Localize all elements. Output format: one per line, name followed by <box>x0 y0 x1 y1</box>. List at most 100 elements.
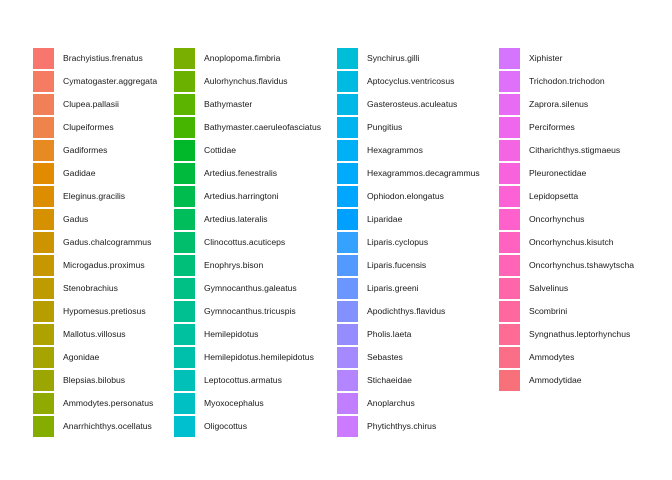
legend-key-label: Liparis.fucensis <box>367 260 427 270</box>
legend-key-swatch <box>33 140 54 161</box>
legend-key-swatch <box>337 117 358 138</box>
legend-key-label: Oncorhynchus <box>529 214 585 224</box>
legend-key-swatch <box>174 278 195 299</box>
legend-key-label: Bathymaster.caeruleofasciatus <box>204 122 322 132</box>
legend-key-label: Brachyistius.frenatus <box>63 53 143 63</box>
legend-key-swatch <box>33 94 54 115</box>
legend-key-swatch <box>174 324 195 345</box>
legend-key-swatch <box>499 48 520 69</box>
legend-key-swatch <box>33 48 54 69</box>
legend-key-swatch <box>337 370 358 391</box>
legend-key-swatch <box>33 209 54 230</box>
legend-key-swatch <box>337 301 358 322</box>
legend-key-swatch <box>33 393 54 414</box>
legend-key-label: Trichodon.trichodon <box>529 76 605 86</box>
legend-key-swatch <box>33 324 54 345</box>
legend-key-swatch <box>337 140 358 161</box>
legend-key-label: Clupeiformes <box>63 122 114 132</box>
legend-key-swatch <box>499 255 520 276</box>
legend-key-label: Anoplopoma.fimbria <box>204 53 281 63</box>
legend-key-label: Citharichthys.stigmaeus <box>529 145 621 155</box>
legend-key-label: Gadiformes <box>63 145 108 155</box>
legend-key-label: Zaprora.silenus <box>529 99 589 109</box>
legend-key-swatch <box>499 301 520 322</box>
legend-key-swatch <box>174 48 195 69</box>
legend-key-swatch <box>337 347 358 368</box>
legend-key-swatch <box>174 416 195 437</box>
legend-key-swatch <box>174 117 195 138</box>
legend-key-label: Oncorhynchus.tshawytscha <box>529 260 635 270</box>
legend-key-label: Ammodytes <box>529 352 575 362</box>
legend-key-label: Bathymaster <box>204 99 253 109</box>
legend-key-swatch <box>174 255 195 276</box>
legend-key-swatch <box>33 163 54 184</box>
legend-key-label: Perciformes <box>529 122 575 132</box>
legend-key-label: Stichaeidae <box>367 375 412 385</box>
legend-key-label: Agonidae <box>63 352 100 362</box>
legend-key-swatch <box>174 163 195 184</box>
legend-key-swatch <box>33 347 54 368</box>
legend-key-label: Liparidae <box>367 214 403 224</box>
legend-key-swatch <box>174 209 195 230</box>
legend-key-label: Liparis.greeni <box>367 283 419 293</box>
legend-key-swatch <box>337 416 358 437</box>
legend-key-swatch <box>499 117 520 138</box>
legend-key-label: Gadus.chalcogrammus <box>63 237 152 247</box>
legend-key-swatch <box>337 163 358 184</box>
legend-key-swatch <box>337 94 358 115</box>
legend-key-swatch <box>33 416 54 437</box>
legend-key-swatch <box>499 278 520 299</box>
legend-key-swatch <box>174 94 195 115</box>
legend-key-label: Artedius.harringtoni <box>204 191 279 201</box>
legend-key-label: Blepsias.bilobus <box>63 375 126 385</box>
legend-key-label: Artedius.fenestralis <box>204 168 278 178</box>
legend-key-label: Synchirus.gilli <box>367 53 420 63</box>
legend-key-label: Gymnocanthus.galeatus <box>204 283 297 293</box>
legend-key-swatch <box>337 393 358 414</box>
legend-key-swatch <box>337 71 358 92</box>
legend-key-label: Clupea.pallasii <box>63 99 119 109</box>
legend-key-label: Clinocottus.acuticeps <box>204 237 286 247</box>
legend-key-label: Oncorhynchus.kisutch <box>529 237 614 247</box>
legend-key-swatch <box>33 71 54 92</box>
legend-key-swatch <box>33 186 54 207</box>
legend-key-swatch <box>499 347 520 368</box>
legend-key-label: Mallotus.villosus <box>63 329 126 339</box>
legend-key-label: Anarrhichthys.ocellatus <box>63 421 152 431</box>
legend-key-swatch <box>337 48 358 69</box>
legend-key-label: Liparis.cyclopus <box>367 237 429 247</box>
legend-key-swatch <box>174 370 195 391</box>
legend-key-swatch <box>337 232 358 253</box>
legend-key-swatch <box>174 71 195 92</box>
legend-key-swatch <box>33 117 54 138</box>
legend-key-label: Hemilepidotus <box>204 329 259 339</box>
legend-key-label: Gasterosteus.aculeatus <box>367 99 458 109</box>
legend-key-label: Ophiodon.elongatus <box>367 191 444 201</box>
legend-key-swatch <box>33 255 54 276</box>
legend-key-label: Phytichthys.chirus <box>367 421 437 431</box>
legend-key-swatch <box>337 186 358 207</box>
legend-key-label: Cymatogaster.aggregata <box>63 76 158 86</box>
legend-key-label: Pungitius <box>367 122 403 132</box>
legend-key-label: Syngnathus.leptorhynchus <box>529 329 631 339</box>
legend-key-swatch <box>337 278 358 299</box>
legend-key-swatch <box>33 232 54 253</box>
legend-key-label: Hexagrammos.decagrammus <box>367 168 480 178</box>
legend-key-swatch <box>499 370 520 391</box>
legend-key-swatch <box>174 140 195 161</box>
legend-key-label: Myoxocephalus <box>204 398 264 408</box>
legend-key-label: Aulorhynchus.flavidus <box>204 76 288 86</box>
legend-key-swatch <box>337 255 358 276</box>
legend-key-label: Salvelinus <box>529 283 569 293</box>
legend-key-swatch <box>499 71 520 92</box>
legend-key-label: Cottidae <box>204 145 237 155</box>
legend-key-swatch <box>499 140 520 161</box>
legend-key-label: Hemilepidotus.hemilepidotus <box>204 352 314 362</box>
legend-key-swatch <box>499 163 520 184</box>
legend-key-swatch <box>174 186 195 207</box>
legend-key-label: Hexagrammos <box>367 145 423 155</box>
legend-key-swatch <box>174 301 195 322</box>
legend-key-label: Scombrini <box>529 306 568 316</box>
legend-key-swatch <box>33 301 54 322</box>
legend-key-swatch <box>499 324 520 345</box>
